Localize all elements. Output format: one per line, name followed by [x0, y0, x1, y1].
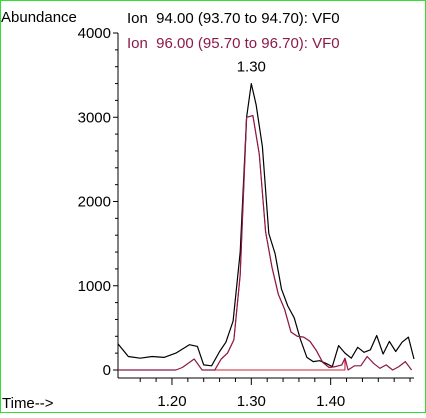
area-fills	[202, 114, 346, 371]
legend-entry-ion-96: Ion 96.00 (95.70 to 96.70): VF0	[127, 35, 340, 52]
series-line-ion-94	[117, 82, 415, 368]
x-tick-label: 1.30	[237, 393, 266, 410]
legend-entry-ion-94: Ion 94.00 (93.70 to 94.70): VF0	[127, 10, 340, 27]
series-line-ion-96	[118, 114, 413, 371]
x-axis-title: Time-->	[2, 395, 54, 412]
y-axis-title: Abundance	[1, 9, 77, 26]
y-tick-label: 2000	[78, 194, 111, 211]
y-tick-label: 3000	[78, 109, 111, 126]
y-tick-label: 4000	[78, 25, 111, 42]
integration-area	[202, 114, 346, 371]
x-tick-label: 1.20	[157, 393, 186, 410]
series-lines	[117, 82, 415, 371]
y-tick-label: 1000	[78, 278, 111, 295]
x-tick-label: 1.40	[316, 393, 345, 410]
y-tick-label: 0	[103, 362, 111, 379]
peak-retention-label: 1.30	[237, 59, 266, 76]
axes: 0 1000 2000 3000 4000 1.20 1.30 1.40	[78, 25, 414, 410]
